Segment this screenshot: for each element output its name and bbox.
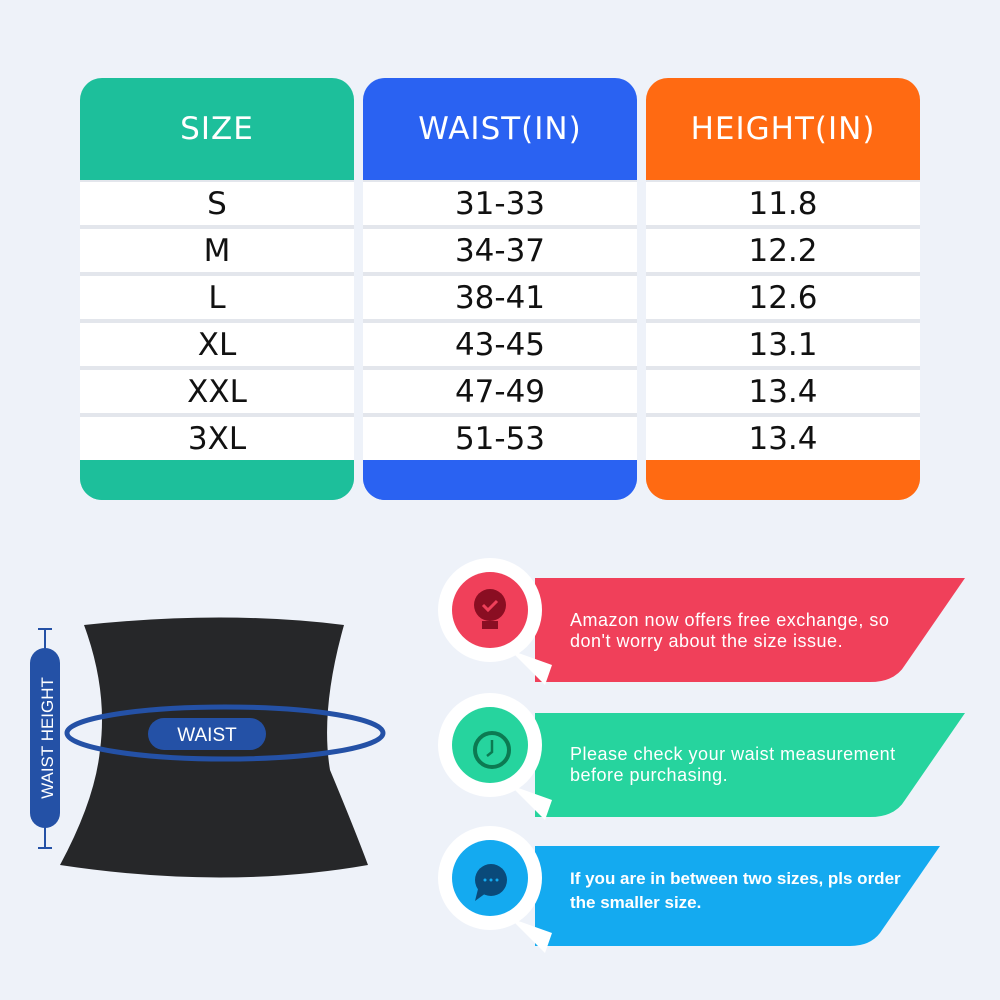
tip-text: the smaller size. — [570, 893, 702, 912]
column-header: WAIST(IN) — [418, 111, 582, 147]
waist-column: WAIST(IN) 31-33 34-37 38-41 43-45 47-49 … — [363, 78, 637, 500]
tip-text: Please check your waist measurement — [570, 744, 896, 764]
waist-label: WAIST — [177, 725, 237, 746]
tip-banner: If you are in between two sizes, pls ord… — [360, 823, 965, 958]
table-cell: 13.4 — [646, 417, 920, 460]
tip-banner: Please check your waist measurement befor… — [360, 690, 965, 825]
table-cell: 38-41 — [363, 276, 637, 319]
table-cell: 31-33 — [363, 182, 637, 225]
table-cell: 51-53 — [363, 417, 637, 460]
table-cell: 11.8 — [646, 182, 920, 225]
table-cell: 12.2 — [646, 229, 920, 272]
tip-text: If you are in between two sizes, pls ord… — [570, 869, 901, 888]
tip-text: don't worry about the size issue. — [570, 631, 844, 651]
chat-bubble-icon — [475, 864, 507, 901]
column-footer — [363, 466, 637, 500]
waist-pill — [148, 718, 266, 750]
tip-banner: Amazon now offers free exchange, so don't… — [360, 555, 965, 690]
height-column: HEIGHT(IN) 11.8 12.2 12.6 13.1 13.4 13.4 — [646, 78, 920, 500]
table-cell: L — [80, 276, 354, 319]
table-cell: XL — [80, 323, 354, 366]
table-cell: 47-49 — [363, 370, 637, 413]
column-header: SIZE — [180, 111, 254, 147]
size-column: SIZE S M L XL XXL 3XL — [80, 78, 354, 500]
tip-text: Amazon now offers free exchange, so — [570, 610, 890, 630]
clock-icon — [473, 731, 511, 769]
lightbulb-check-icon — [474, 589, 506, 629]
table-cell: M — [80, 229, 354, 272]
table-cell: XXL — [80, 370, 354, 413]
table-cell: 12.6 — [646, 276, 920, 319]
table-cell: 3XL — [80, 417, 354, 460]
waist-height-label: WAIST HEIGHT — [38, 677, 57, 799]
table-cell: 13.4 — [646, 370, 920, 413]
column-header: HEIGHT(IN) — [690, 111, 876, 147]
column-footer — [80, 466, 354, 500]
table-cell: S — [80, 182, 354, 225]
column-footer — [646, 466, 920, 500]
table-cell: 34-37 — [363, 229, 637, 272]
table-cell: 13.1 — [646, 323, 920, 366]
waist-diagram: WAIST WAIST HEIGHT — [30, 617, 386, 878]
tip-text: before purchasing. — [570, 765, 729, 785]
table-cell: 43-45 — [363, 323, 637, 366]
